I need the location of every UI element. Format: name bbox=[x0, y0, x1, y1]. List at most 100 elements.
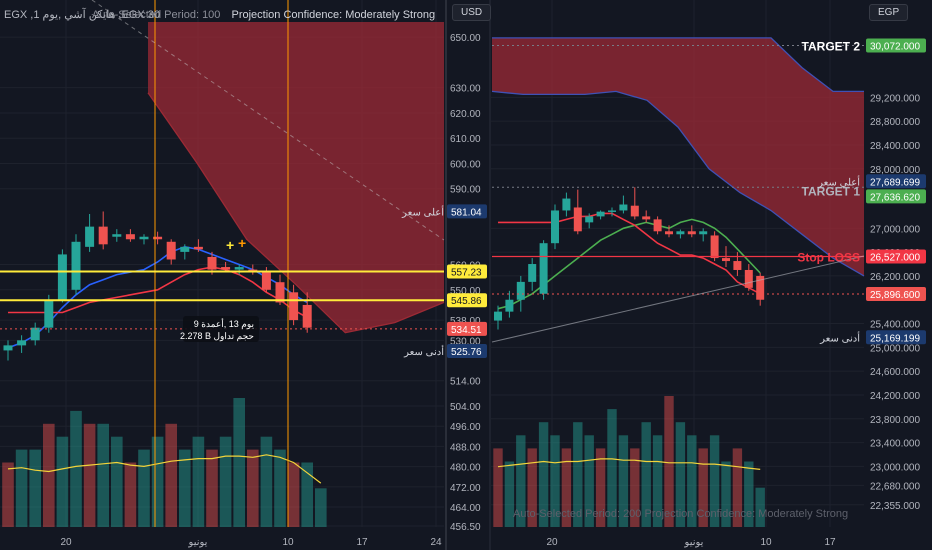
confidence-legend: Projection Confidence: Moderately Strong bbox=[231, 9, 436, 21]
volume-bar bbox=[755, 487, 765, 527]
candle-body bbox=[85, 226, 95, 247]
left-price-chart[interactable]: 650.00630.00620.00610.00600.00590.00560.… bbox=[0, 0, 481, 548]
target2-tag-bg bbox=[866, 38, 926, 53]
price-tick-label: 610.00 bbox=[450, 134, 481, 145]
candle-body bbox=[30, 327, 40, 341]
price-tick-label: 550.00 bbox=[450, 286, 481, 297]
candle-body bbox=[125, 234, 135, 240]
candle-body bbox=[573, 207, 582, 232]
target1-tag-text: 27,636.620 bbox=[870, 192, 920, 203]
right-low-tag: 25,169.199 bbox=[866, 330, 926, 345]
volume-bar bbox=[675, 422, 686, 527]
right-high-tag: 27,689.699 bbox=[866, 174, 926, 189]
volume-bars bbox=[2, 398, 327, 527]
volume-bar bbox=[652, 435, 663, 527]
price-tick-label: 480.00 bbox=[450, 463, 481, 474]
candle-body bbox=[551, 210, 559, 244]
candle-body bbox=[733, 261, 742, 270]
stop-loss-tag-bg bbox=[866, 249, 926, 264]
time-tick-label: 10 bbox=[282, 537, 294, 548]
volume-bar bbox=[315, 488, 327, 527]
volume-bar bbox=[687, 435, 697, 527]
price-tick-label: 600.00 bbox=[450, 159, 481, 170]
low-price-tag-bg bbox=[447, 344, 487, 359]
range-tooltip: يوم 13 ,أعمدة 92.278 B حجم تداول bbox=[180, 316, 259, 342]
trend-line bbox=[491, 255, 865, 343]
candle-body bbox=[744, 269, 753, 288]
volume-bar bbox=[584, 435, 594, 527]
price-tick-label: 22,355.000 bbox=[870, 501, 920, 512]
price-tick-label: 504.00 bbox=[450, 402, 481, 413]
target1-label: TARGET 1 bbox=[802, 184, 861, 198]
price-tick-label: 24,200.000 bbox=[870, 391, 920, 402]
volume-bar bbox=[124, 462, 137, 527]
price-tick-label: 28,400.000 bbox=[870, 141, 920, 152]
tooltip-bg bbox=[183, 316, 259, 342]
high-price-tag-bg bbox=[447, 204, 487, 219]
candle-body bbox=[112, 234, 122, 237]
price-tick-label: 530.00 bbox=[450, 336, 481, 347]
candle-body bbox=[642, 216, 651, 220]
lower-level-tag-text: 545.86 bbox=[451, 296, 482, 307]
volume-bars bbox=[493, 396, 765, 527]
candle-body bbox=[193, 246, 203, 250]
price-tick-label: 28,800.000 bbox=[870, 117, 920, 128]
volume-bar bbox=[561, 448, 572, 527]
volume-bar bbox=[664, 396, 674, 527]
candle-body bbox=[585, 216, 594, 223]
lower-level-tag-bg bbox=[447, 293, 487, 308]
volume-bar bbox=[111, 436, 123, 527]
price-tick-label: 650.00 bbox=[450, 33, 481, 44]
volume-bar bbox=[573, 422, 583, 527]
time-tick-label: 17 bbox=[356, 537, 368, 548]
target1-tag: 27,636.620 bbox=[866, 189, 926, 204]
last-price-tag-bg bbox=[447, 321, 487, 336]
volume-bar bbox=[56, 436, 69, 527]
volume-moving-average bbox=[497, 458, 761, 470]
candle-body bbox=[562, 198, 571, 211]
candle-body bbox=[71, 241, 81, 290]
candle-body bbox=[687, 231, 696, 235]
volume-bar bbox=[192, 436, 205, 527]
upper-level-tag: 557.23 bbox=[447, 264, 487, 279]
projection-cloud bbox=[148, 22, 444, 333]
price-tick-label: 23,800.000 bbox=[870, 415, 920, 426]
volume-bar bbox=[43, 423, 55, 527]
right-currency-button[interactable]: EGP bbox=[869, 4, 909, 21]
price-tick-label: 590.00 bbox=[450, 185, 481, 196]
price-tick-label: 538.00 bbox=[450, 316, 481, 327]
price-tick-label: 23,400.000 bbox=[870, 439, 920, 450]
candle-body bbox=[166, 241, 176, 260]
symbol-legend: EGX ,هايكن آشي ,يوم 1 ,EGX 30 bbox=[4, 9, 160, 21]
right-low-tag-text: 25,169.199 bbox=[870, 333, 920, 344]
candle-body bbox=[505, 299, 514, 312]
time-tick-label: 17 bbox=[824, 537, 836, 548]
candle-body bbox=[756, 275, 765, 300]
candle-body bbox=[153, 236, 163, 240]
left-currency-button[interactable]: USD bbox=[452, 4, 492, 21]
stop-loss-tag-text: 26,527.000 bbox=[870, 252, 920, 263]
price-tick-label: 514.00 bbox=[450, 377, 481, 388]
price-tick-label: 496.00 bbox=[450, 422, 481, 433]
volume-moving-average bbox=[7, 454, 322, 484]
price-tick-label: 23,000.000 bbox=[870, 462, 920, 473]
low-label: أدنى سعر bbox=[403, 345, 444, 358]
price-tick-label: 26,200.000 bbox=[870, 272, 920, 283]
candle-body bbox=[676, 231, 685, 235]
volume-bar bbox=[274, 449, 286, 527]
volume-bar bbox=[721, 461, 731, 527]
candle-body bbox=[57, 254, 67, 300]
time-tick-label: 24 bbox=[430, 537, 442, 548]
price-tick-label: 28,000.000 bbox=[870, 165, 920, 176]
plus-marker: + bbox=[238, 235, 246, 251]
candle-body bbox=[221, 267, 231, 270]
chart-overlays: 581.04 557.23 545.86 534.51 525.76 أعلى سعر أد… bbox=[180, 38, 926, 359]
volume-bar bbox=[744, 461, 754, 527]
right-low-label: أدنى سعر bbox=[819, 331, 860, 344]
projection-diagonal bbox=[91, 0, 445, 241]
price-tick-label: 456.50 bbox=[450, 522, 481, 533]
period-legend: Auto-Selected Period: 100 bbox=[92, 9, 221, 21]
candle-body bbox=[516, 281, 525, 300]
left-legend: EGX ,هايكن آشي ,يوم 1 ,EGX 30 bbox=[4, 8, 160, 21]
right-high-tag-text: 27,689.699 bbox=[870, 177, 920, 188]
